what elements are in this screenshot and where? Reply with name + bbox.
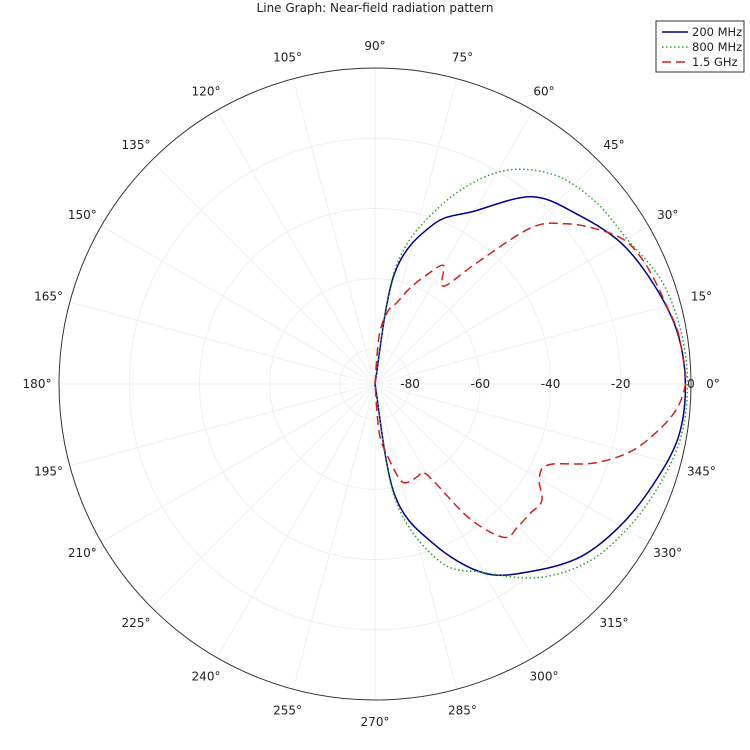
radial-grid-ring xyxy=(128,137,622,631)
angular-tick-label: 300° xyxy=(530,670,559,684)
polar-tick-labels: -80 -60 -40 -20 0 0° 15° 30° 45° 60° 75° 90° 105° 120… xyxy=(23,39,720,729)
angular-tick-label: 120° xyxy=(192,84,221,98)
angular-grid-line xyxy=(101,225,376,385)
radial-grid-ring xyxy=(199,208,551,560)
angular-tick-label: 30° xyxy=(657,208,678,222)
angular-tick-label: 90° xyxy=(364,39,385,53)
plot-series xyxy=(374,168,689,579)
angular-tick-label: 135° xyxy=(122,138,151,152)
angular-tick-label: 165° xyxy=(34,290,63,304)
polar-outer-ring xyxy=(58,67,692,701)
angular-tick-label: 45° xyxy=(603,138,624,152)
chart-title: Line Graph: Near-field radiation pattern xyxy=(257,1,494,15)
angular-tick-label: 210° xyxy=(68,546,97,560)
angular-tick-label: 0° xyxy=(706,377,720,391)
angular-grid-line xyxy=(216,383,376,658)
angular-tick-label: 15° xyxy=(691,290,712,304)
angular-tick-label: 225° xyxy=(122,616,151,630)
angular-grid-line xyxy=(69,301,376,385)
radial-grid-ring xyxy=(339,348,411,420)
legend-label: 800 MHz xyxy=(692,40,742,54)
angular-grid-line xyxy=(374,383,649,543)
angular-tick-label: 270° xyxy=(361,715,390,729)
angular-grid-line xyxy=(101,383,376,543)
angular-grid-line xyxy=(69,383,376,467)
angular-grid-line xyxy=(374,225,649,385)
radial-grid-ring xyxy=(269,278,481,490)
radial-tick-label: -40 xyxy=(541,377,561,391)
angular-tick-label: 330° xyxy=(653,546,682,560)
angular-grid-line xyxy=(374,383,681,467)
angular-tick-label: 285° xyxy=(448,703,477,717)
angular-tick-label: 105° xyxy=(273,51,302,65)
angular-tick-label: 315° xyxy=(600,616,629,630)
radial-tick-label: -60 xyxy=(471,377,491,391)
angular-grid-line xyxy=(374,383,599,608)
angular-grid-line xyxy=(216,110,376,385)
angular-tick-label: 195° xyxy=(34,464,63,478)
angular-tick-label: 240° xyxy=(192,670,221,684)
series-line-1-5-ghz xyxy=(374,222,687,539)
angular-grid-line xyxy=(374,160,599,385)
angular-tick-label: 255° xyxy=(273,703,302,717)
series-line-200-mhz xyxy=(374,196,687,577)
angular-tick-label: 150° xyxy=(68,208,97,222)
radial-tick-label: 0 xyxy=(687,377,695,391)
angular-grid-line xyxy=(374,383,534,658)
angular-grid-line xyxy=(374,110,534,385)
angular-tick-label: 345° xyxy=(687,464,716,478)
radial-tick-label: -80 xyxy=(400,377,420,391)
angular-grid-line xyxy=(292,383,376,690)
angular-tick-label: 60° xyxy=(533,84,554,98)
series-line-800-mhz xyxy=(374,168,689,579)
legend-label: 1.5 GHz xyxy=(692,55,738,69)
angular-grid-line xyxy=(374,301,681,385)
angular-tick-label: 75° xyxy=(452,51,473,65)
polar-grid xyxy=(58,67,692,701)
angular-tick-label: 180° xyxy=(23,377,52,391)
angular-grid-line xyxy=(292,78,376,385)
angular-grid-line xyxy=(151,160,376,385)
radial-tick-label: -20 xyxy=(611,377,631,391)
legend-label: 200 MHz xyxy=(692,25,742,39)
angular-grid-line xyxy=(151,383,376,608)
